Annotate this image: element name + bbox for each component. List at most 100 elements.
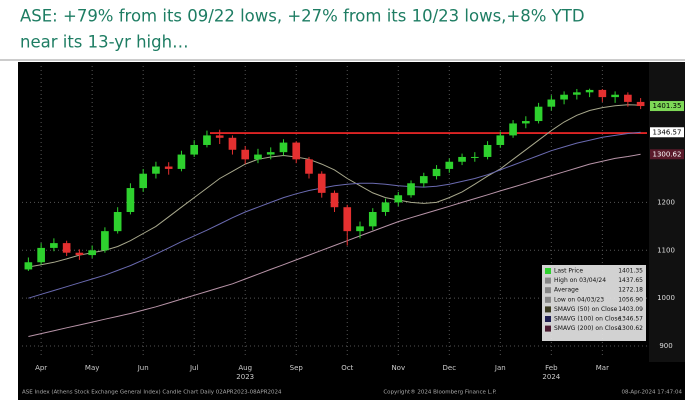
legend-swatch (545, 316, 551, 322)
year-label: 2024 (542, 373, 560, 381)
x-tick-label: Oct (341, 364, 353, 372)
candle-body (50, 243, 58, 248)
candle-body (470, 156, 479, 158)
candle-body (547, 99, 556, 107)
x-tick-label: May (85, 364, 99, 372)
legend-swatch (545, 277, 551, 284)
candle-body (432, 168, 441, 177)
x-tick-label: Aug (238, 364, 252, 372)
candle-body (305, 159, 313, 174)
legend-bg (542, 265, 646, 341)
legend-label: Average (554, 287, 579, 294)
candle-body (279, 142, 288, 153)
y-tick-label: 1200 (657, 198, 675, 206)
value-box-label: 1346.57 (653, 128, 682, 136)
value-box-label: 1300.62 (653, 150, 682, 158)
legend-swatch (545, 325, 551, 332)
x-tick-label: Jun (137, 364, 149, 372)
candle-body (292, 142, 301, 160)
legend-label: SMAVG (50) on Close (554, 306, 618, 313)
value-box (650, 149, 684, 160)
y-tick-label: 900 (659, 342, 672, 350)
candle-body (37, 247, 45, 263)
candle-body (560, 94, 568, 100)
candle-body (24, 262, 33, 270)
header-bg (0, 0, 685, 62)
candle-body (228, 137, 237, 150)
title-line: near its 13-yr high… (20, 33, 189, 52)
x-tick-label: Nov (391, 364, 405, 372)
candle-body (88, 250, 96, 256)
candle-body (368, 212, 377, 227)
legend-value: 1272.18 (618, 287, 643, 294)
candle-body (62, 243, 71, 253)
candle-body (458, 156, 466, 162)
candle-body (419, 176, 428, 184)
candle-body (317, 173, 326, 193)
candle-body (75, 252, 84, 256)
candle-body (164, 166, 173, 169)
legend-value: 1056.90 (618, 296, 643, 303)
footer-center: Copyright® 2024 Bloomberg Finance L.P. (383, 389, 497, 396)
x-tick-label: Apr (35, 364, 47, 372)
candle-body (407, 183, 415, 196)
candle-body (394, 195, 403, 203)
x-tick-label: Mar (596, 364, 609, 372)
chart-bg (18, 62, 685, 400)
candle-body (624, 94, 632, 102)
candle-body (445, 161, 454, 169)
candle-body (177, 154, 186, 169)
candle-body (496, 135, 505, 145)
x-tick-label: Feb (545, 364, 558, 372)
candle-body (343, 207, 352, 232)
candle-body (203, 135, 211, 145)
legend-label: Last Price (554, 268, 583, 275)
candle-body (330, 192, 339, 208)
candle-body (113, 212, 122, 232)
legend-swatch (545, 287, 551, 294)
legend-swatch (545, 268, 551, 274)
x-tick-label: Dec (443, 364, 457, 372)
candle-body (152, 166, 160, 174)
legend-label: Low on 04/03/23 (554, 296, 604, 303)
year-label: 2023 (236, 373, 254, 381)
legend-value: 1346.57 (618, 316, 643, 323)
candle-body (585, 89, 594, 93)
legend-value: 1437.65 (618, 277, 643, 284)
candle-body (139, 173, 147, 189)
candle-body (509, 123, 517, 136)
sma-line (28, 131, 641, 299)
x-tick-label: Jan (494, 364, 506, 372)
candle-body (356, 226, 364, 232)
candle-body (101, 231, 109, 251)
candle-body (190, 144, 199, 155)
candle-body (611, 94, 619, 98)
candle-body (598, 89, 607, 98)
candle-body (573, 92, 581, 95)
legend-swatch (545, 306, 551, 313)
value-box-label: 1401.35 (653, 102, 682, 110)
candle-body (254, 154, 262, 160)
sma-line (28, 104, 641, 268)
legend-value: 1401.35 (618, 268, 643, 275)
candle-body (266, 152, 275, 155)
axis-bg (649, 62, 685, 362)
sma-line (28, 153, 641, 337)
legend-label: High on 03/04/24 (554, 277, 606, 284)
candle-body (522, 121, 530, 124)
y-tick-label: 1000 (657, 294, 675, 302)
legend-label: SMAVG (200) on Close (554, 325, 621, 332)
candle-body (126, 188, 135, 212)
title-line: ASE: +79% from its 09/22 lows, +27% from… (20, 7, 585, 26)
legend-value: 1300.62 (618, 325, 643, 332)
value-box (650, 101, 684, 112)
candle-body (483, 144, 492, 157)
candle-body (636, 101, 645, 107)
x-tick-label: Sep (290, 364, 304, 372)
footer-right: 08-Apr-2024 17:47:04 (622, 390, 683, 396)
x-tick-label: Jul (189, 364, 199, 372)
candle-body (241, 149, 250, 160)
value-box (650, 127, 684, 138)
